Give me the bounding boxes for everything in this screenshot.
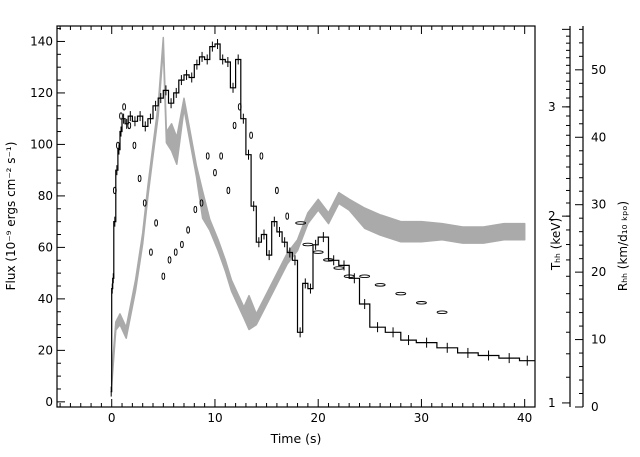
temperature-point	[343, 274, 355, 279]
left-tick-label: 120	[30, 86, 53, 100]
x-tick-label: 10	[207, 411, 222, 425]
right-outer-axis-label: Rₕₕ (km/d₁₀ ₖₚₒ)	[616, 201, 630, 291]
temperature-point	[149, 248, 153, 256]
temperature-point	[333, 266, 345, 270]
temperature-point	[199, 199, 204, 207]
temperature-point	[415, 301, 427, 305]
temperature-point	[112, 186, 117, 195]
radius-band	[110, 36, 526, 387]
temperature-point	[122, 103, 126, 111]
x-tick-label: 0	[108, 411, 116, 425]
flux-histogram	[110, 43, 535, 393]
x-tick-label: 40	[517, 411, 532, 425]
temperature-point	[312, 250, 324, 254]
plot-border	[56, 25, 536, 408]
temperature-point	[395, 291, 407, 296]
temperature-point	[302, 242, 314, 247]
temperature-point	[275, 186, 279, 195]
temperature-point	[193, 205, 198, 214]
temperature-point	[436, 310, 448, 315]
radius-tick-label: 40	[591, 130, 606, 144]
x-tick-label: 20	[311, 411, 326, 425]
temperature-point	[127, 121, 132, 130]
left-tick-label: 60	[38, 240, 53, 254]
temperature-point	[137, 174, 142, 183]
radius-tick-label: 10	[591, 333, 606, 347]
left-tick-label: 0	[45, 395, 53, 409]
temperature-point	[161, 272, 166, 280]
right-inner-axis-ticks: 1 2 3	[548, 28, 570, 410]
temp-tick-label: 3	[548, 100, 556, 114]
temperature-point	[173, 248, 178, 256]
temperature-point	[213, 169, 217, 177]
series-layer	[110, 36, 535, 397]
temperature-point	[142, 199, 147, 207]
left-tick-label: 100	[30, 137, 53, 151]
temperature-point	[237, 103, 242, 111]
temperature-point	[154, 219, 158, 227]
temperature-point	[205, 152, 210, 160]
temperature-point	[295, 221, 307, 225]
temperature-point	[285, 212, 290, 220]
left-tick-label: 20	[38, 343, 53, 357]
right-inner-axis-label: Tₕₕ (keV)	[549, 218, 563, 271]
x-axis-label: Time (s)	[270, 431, 322, 446]
temperature-point	[359, 274, 371, 279]
temp-tick-label: 2	[548, 209, 556, 223]
left-tick-label: 140	[30, 34, 53, 48]
temperature-point	[186, 226, 190, 234]
temperature-point	[249, 131, 253, 139]
radius-tick-label: 0	[591, 400, 599, 414]
left-axis-label: Flux (10⁻⁹ ergs cm⁻² s⁻¹)	[4, 142, 18, 291]
temperature-point	[119, 112, 123, 120]
radius-tick-label: 30	[591, 198, 606, 212]
left-tick-label: 80	[38, 189, 53, 203]
temperature-point	[226, 186, 231, 195]
temperature-point	[132, 141, 137, 150]
temperature-point	[374, 283, 386, 287]
right-outer-axis-ticks: 0 10 20 30 40 50	[575, 26, 606, 414]
x-axis-ticks: 0 10 20 30 40	[59, 26, 532, 425]
temperature-point	[232, 121, 237, 130]
temperature-point	[167, 256, 172, 264]
x-tick-label: 30	[414, 411, 429, 425]
temp-tick-label: 1	[548, 396, 556, 410]
left-tick-label: 40	[38, 292, 53, 306]
temperature-point	[323, 258, 334, 262]
radius-tick-label: 50	[591, 63, 606, 77]
left-axis-ticks: 0 20 40 60 80 100 120 140	[30, 28, 65, 409]
temperature-point	[180, 240, 184, 249]
temperature-point	[259, 152, 264, 160]
temperature-point	[116, 141, 120, 150]
radius-tick-label: 20	[591, 265, 606, 279]
temperature-point	[219, 152, 224, 160]
